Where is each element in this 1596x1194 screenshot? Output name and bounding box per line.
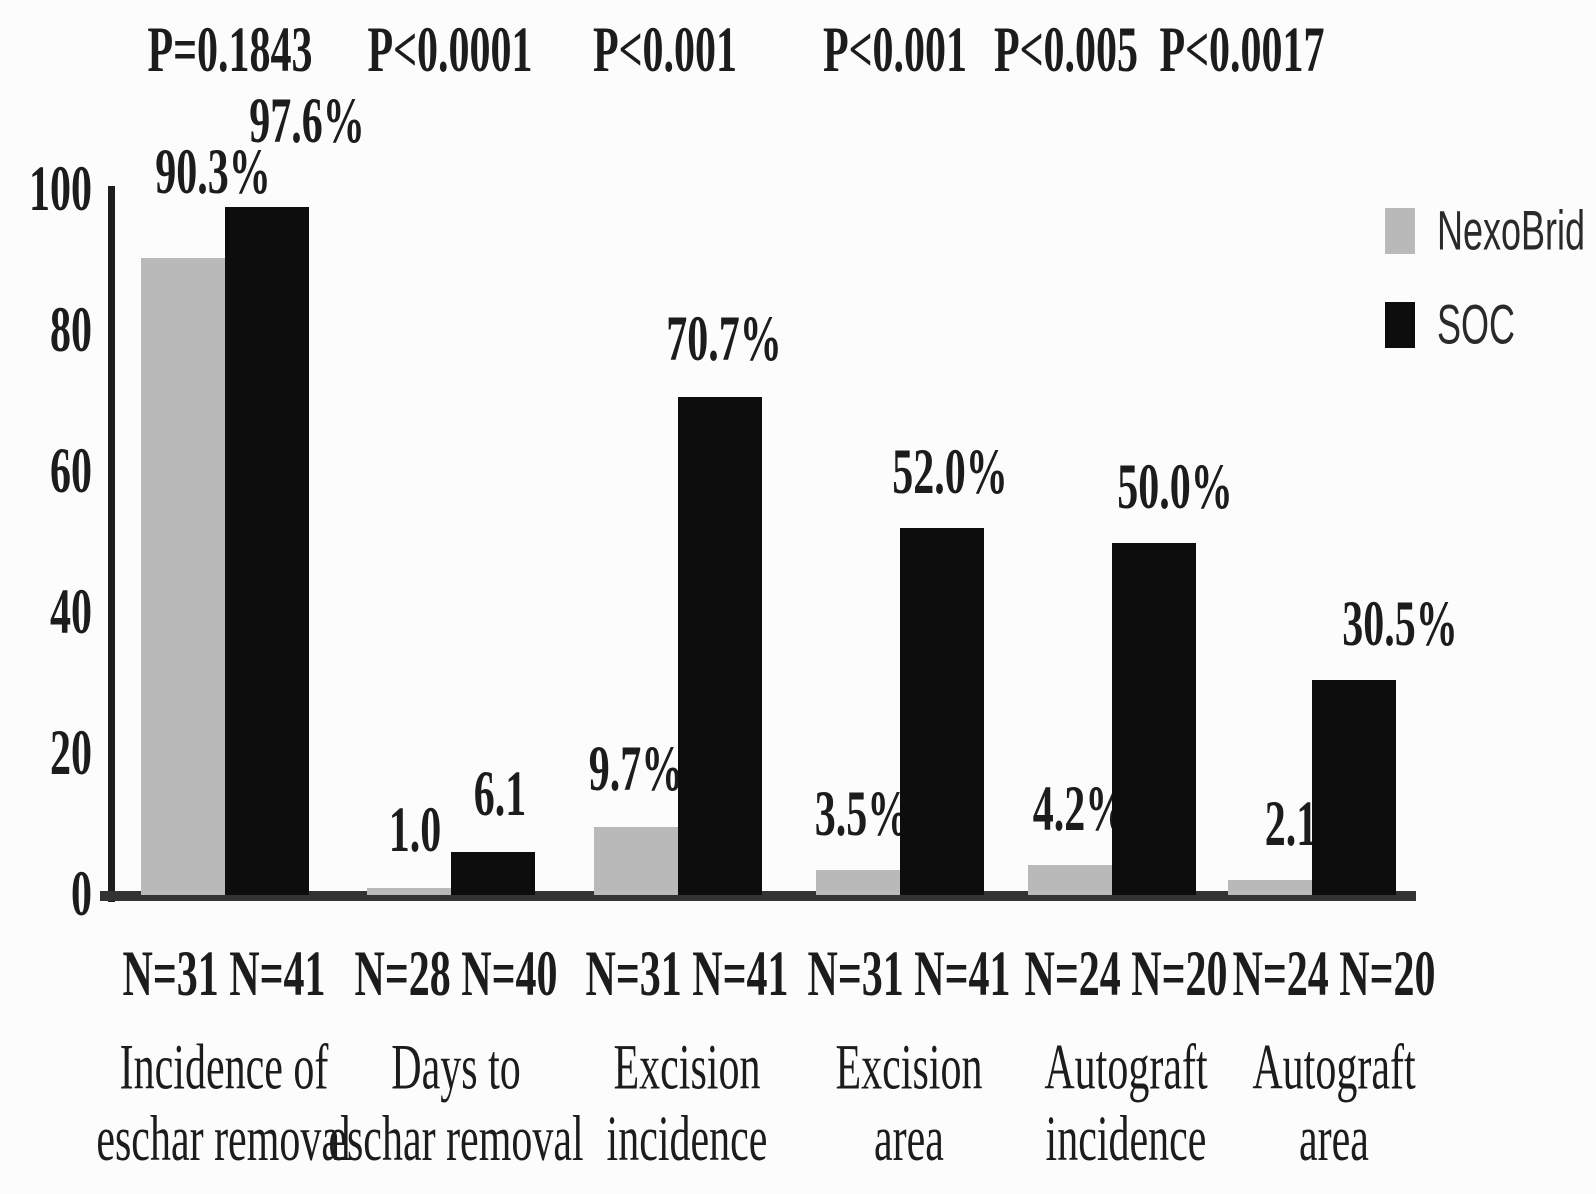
soc-value-label: 6.1: [473, 759, 527, 831]
sample-size-label: N=28 N=40: [354, 939, 558, 1011]
bar-nexobrid: [1228, 880, 1312, 895]
y-axis-tick-label: 0: [71, 859, 92, 931]
bar-soc: [1112, 542, 1196, 895]
p-value-label: P=0.1843: [147, 15, 313, 87]
y-axis-tick-label: 40: [50, 577, 92, 649]
y-axis-tick-label: 80: [50, 295, 92, 367]
category-label: Autograft area: [1252, 1032, 1416, 1176]
legend-label: NexoBrid: [1437, 198, 1586, 262]
category-label: Excision incidence: [606, 1032, 768, 1176]
legend-item-soc: SOC: [1385, 292, 1585, 356]
bar-soc: [225, 206, 309, 895]
sample-size-label: N=31 N=41: [585, 939, 789, 1011]
bar-nexobrid: [367, 887, 451, 895]
bar-soc: [678, 396, 762, 895]
bar-soc: [451, 851, 535, 895]
p-value-label: P<0.005: [993, 15, 1139, 87]
soc-value-label: 97.6%: [249, 86, 365, 158]
p-value-label: P<0.0017: [1159, 15, 1325, 87]
bar-nexobrid: [816, 870, 900, 895]
bar-soc: [1312, 679, 1396, 895]
bar-soc: [900, 528, 984, 895]
sample-size-label: N=24 N=20: [1024, 939, 1228, 1011]
p-value-label: P<0.001: [822, 15, 968, 87]
legend-label: SOC: [1437, 292, 1516, 356]
legend-swatch-icon: [1385, 208, 1415, 254]
soc-value-label: 70.7%: [666, 303, 782, 376]
category-label: Autograft incidence: [1044, 1032, 1208, 1176]
soc-value-label: 30.5%: [1342, 589, 1458, 661]
nexobrid-value-label: 3.5%: [814, 779, 910, 851]
p-value-label: P<0.001: [592, 15, 738, 87]
category-label: Excision area: [835, 1032, 983, 1176]
x-axis-line: [100, 891, 1416, 901]
sample-size-label: N=31 N=41: [807, 939, 1011, 1011]
nexobrid-value-label: 9.7%: [588, 733, 684, 806]
bar-nexobrid: [594, 826, 678, 895]
soc-value-label: 52.0%: [892, 437, 1008, 510]
sample-size-label: N=24 N=20: [1232, 939, 1436, 1011]
bar-nexobrid: [141, 258, 225, 895]
bar-nexobrid: [1028, 865, 1112, 895]
nexobrid-value-label: 4.2%: [1032, 774, 1128, 847]
nexobrid-value-label: 1.0: [388, 795, 442, 867]
soc-value-label: 50.0%: [1117, 451, 1233, 524]
category-label: Days to eschar removal: [328, 1032, 584, 1176]
legend-item-nexobrid: NexoBrid: [1385, 198, 1585, 262]
y-axis-line: [108, 186, 115, 902]
p-value-label: P<0.0001: [367, 15, 533, 87]
y-axis-tick-label: 100: [29, 154, 92, 226]
sample-size-label: N=31 N=41: [122, 939, 326, 1011]
legend-swatch-icon: [1385, 302, 1415, 348]
legend: NexoBrid SOC: [1385, 198, 1585, 356]
y-axis-tick-label: 60: [50, 436, 92, 508]
nexobrid-value-label: 90.3%: [155, 137, 271, 210]
category-label: Incidence of eschar removal: [96, 1032, 352, 1176]
y-axis-tick-label: 20: [50, 718, 92, 790]
